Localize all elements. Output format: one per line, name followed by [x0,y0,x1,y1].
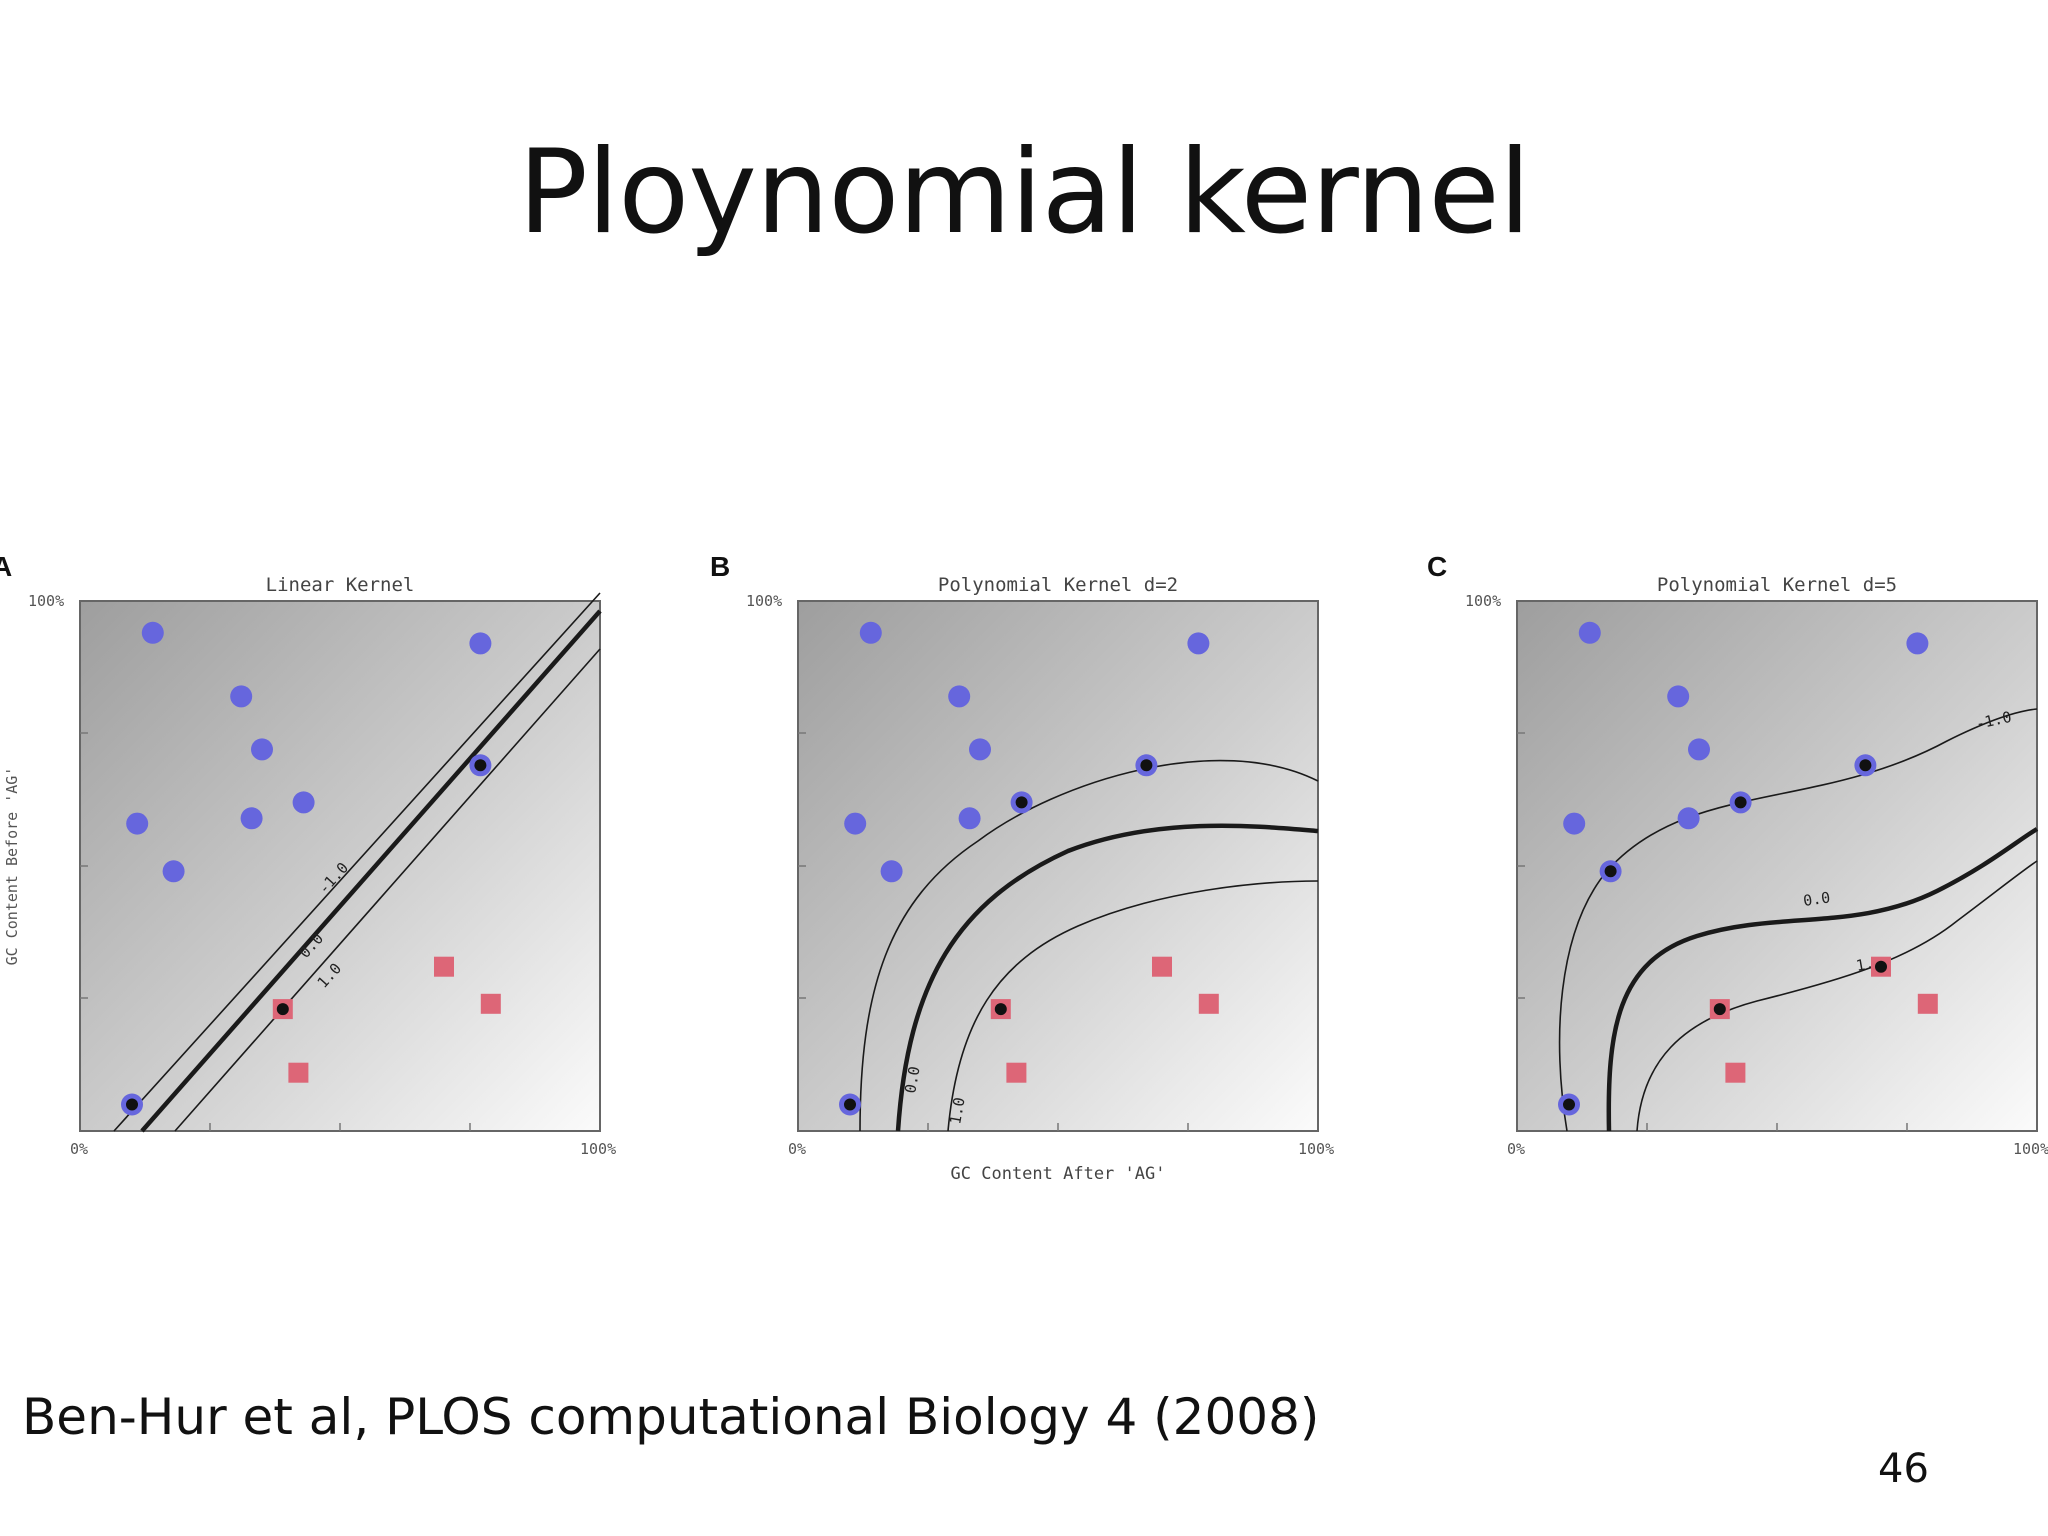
contour-label: 1. [1855,954,1876,975]
square-point [434,956,454,977]
square-point [480,993,501,1014]
circle-point [1578,621,1601,644]
circle-point [230,685,253,708]
plot-title: Polynomial Kernel d=2 [938,574,1178,596]
circle-point [469,632,492,655]
x-tick-label: 0% [788,1140,806,1158]
circle-point [240,807,263,830]
circle-point [880,860,903,883]
circle-point [948,685,971,708]
support-vector-marker [1015,796,1028,809]
x-tick-label: 100% [580,1140,616,1158]
margin-line-lower [947,880,1319,1132]
margin-line-upper [859,759,1319,1132]
support-vector-marker [126,1098,138,1111]
data-points [121,621,501,1116]
kernel-comparison-figure: A Linear Kernel -1.0 0.0 1.0 100% 0% 100… [0,540,2048,1200]
decision-boundary [140,609,602,1133]
circle-point [141,621,164,644]
panel-b: B Polynomial Kernel d=2 0.0 1.0 100% 0% … [710,551,1334,1184]
square-point [1917,993,1938,1014]
contour-label: 1.0 [946,1096,968,1126]
page-number: 46 [1878,1446,1929,1492]
support-vector-marker [474,759,487,772]
panel-a: A Linear Kernel -1.0 0.0 1.0 100% 0% 100… [0,551,616,1158]
circle-point [969,738,991,761]
panel-c: C Polynomial Kernel d=5 -1.0 0.0 1. 100%… [1427,551,2048,1158]
circle-point [1688,738,1710,761]
circle-point [958,807,981,830]
plot-title: Linear Kernel [266,574,415,596]
circle-point [1187,632,1210,655]
figure-svg: A Linear Kernel -1.0 0.0 1.0 100% 0% 100… [0,551,2048,1184]
contour-label-group: 0.0 1.0 [901,1065,968,1126]
support-vector-marker [994,1003,1007,1016]
decision-boundary [895,823,1319,1132]
contour-label: 0.0 [901,1065,923,1095]
square-point [1198,993,1219,1014]
support-vector-marker [276,1003,289,1016]
y-tick-label: 100% [1465,592,1501,610]
support-vector-marker [1140,759,1153,772]
margin-line-upper [1558,708,2038,1132]
square-point [288,1062,309,1083]
circle-point [162,860,185,883]
x-tick-label: 0% [1507,1140,1525,1158]
x-axis-label: GC Content After 'AG' [951,1164,1166,1184]
x-tick-label: 100% [1298,1140,1334,1158]
y-axis-label: GC Content Before 'AG' [3,767,21,966]
x-tick-label: 100% [2013,1140,2048,1158]
circle-point [251,738,273,761]
margin-line-lower [174,648,601,1132]
support-vector-marker [1859,759,1872,772]
support-vector-marker [1563,1098,1575,1111]
support-vector-marker [844,1098,856,1111]
contour-lines [113,592,602,1133]
tick-marks [798,732,1189,1131]
panel-letter: A [0,551,12,582]
plot-area [797,600,1319,1132]
support-vector-marker [1875,960,1887,973]
slide-title: Ploynomial kernel [518,125,1531,260]
margin-line-upper [113,592,601,1132]
support-vector-marker [1604,865,1617,878]
y-tick-label: 100% [746,592,782,610]
y-tick-label: 100% [28,592,64,610]
circle-point [859,621,882,644]
panel-letter: B [710,551,730,582]
plot-area [1516,600,2038,1132]
contour-lines [859,759,1319,1132]
square-point [1152,956,1172,977]
tick-marks [1517,732,1908,1131]
circle-point [1563,812,1586,835]
x-tick-label: 0% [70,1140,88,1158]
square-point [1006,1062,1027,1083]
data-points [839,621,1219,1116]
support-vector-marker [1734,796,1747,809]
circle-point [1906,632,1929,655]
circle-point [292,791,315,814]
contour-lines [1558,708,2039,1132]
data-points [1558,621,1938,1116]
circle-point [126,812,149,835]
margin-line-lower [1636,860,2038,1132]
decision-boundary [1606,827,2039,1132]
circle-point [1677,807,1700,830]
tick-marks [80,732,471,1131]
support-vector-marker [1713,1003,1726,1016]
circle-point [1667,685,1690,708]
circle-point [844,812,867,835]
citation: Ben-Hur et al, PLOS computational Biolog… [22,1388,1320,1446]
plot-title: Polynomial Kernel d=5 [1657,574,1897,596]
square-point [1725,1062,1746,1083]
contour-label: 0.0 [1802,888,1831,910]
panel-letter: C [1427,551,1447,582]
